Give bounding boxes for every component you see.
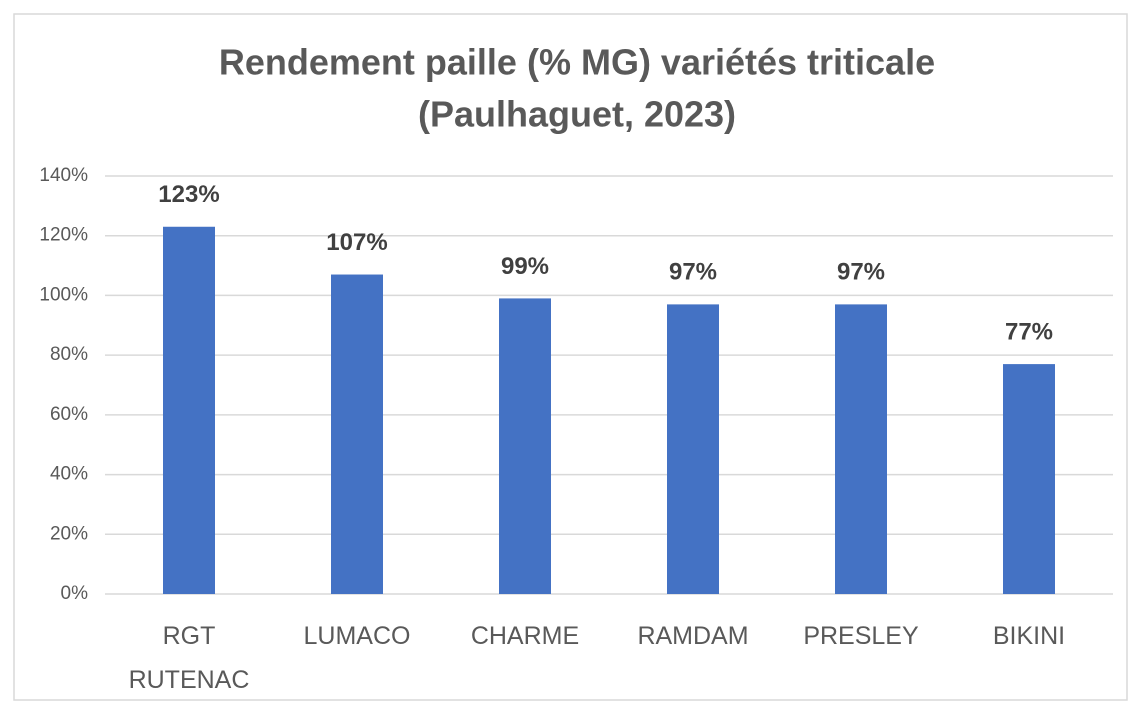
data-label: 77% <box>1005 318 1053 345</box>
chart-title: (Paulhaguet, 2023) <box>418 94 736 135</box>
data-label: 97% <box>669 259 717 286</box>
y-tick-label: 80% <box>50 344 88 365</box>
bar <box>331 274 383 594</box>
data-label: 107% <box>326 229 387 256</box>
y-tick-label: 100% <box>39 284 88 305</box>
x-tick-label: BIKINI <box>992 622 1066 650</box>
bar <box>499 298 551 594</box>
y-tick-label: 60% <box>50 404 88 425</box>
data-label: 99% <box>501 253 549 280</box>
x-tick-label: RAMDAM <box>637 622 749 650</box>
data-label: 123% <box>158 181 219 208</box>
y-tick-label: 20% <box>50 523 88 544</box>
x-tick-label: PRESLEY <box>803 622 919 650</box>
chart-title: Rendement paille (% MG) variétés tritica… <box>219 42 935 83</box>
chart-border <box>13 13 1128 701</box>
x-tick-label: LUMACO <box>303 622 411 650</box>
x-tick-label: CHARME <box>470 622 580 650</box>
y-tick-label: 40% <box>50 464 88 485</box>
y-tick-label: 140% <box>39 165 88 186</box>
bar <box>835 304 887 594</box>
y-tick-label: 0% <box>61 583 89 604</box>
y-tick-label: 120% <box>39 225 88 246</box>
x-tick-label: RGT RUTENAC <box>128 622 250 694</box>
data-label: 97% <box>837 259 885 286</box>
bar <box>667 304 719 594</box>
bar <box>163 226 215 594</box>
bar <box>1003 364 1055 594</box>
